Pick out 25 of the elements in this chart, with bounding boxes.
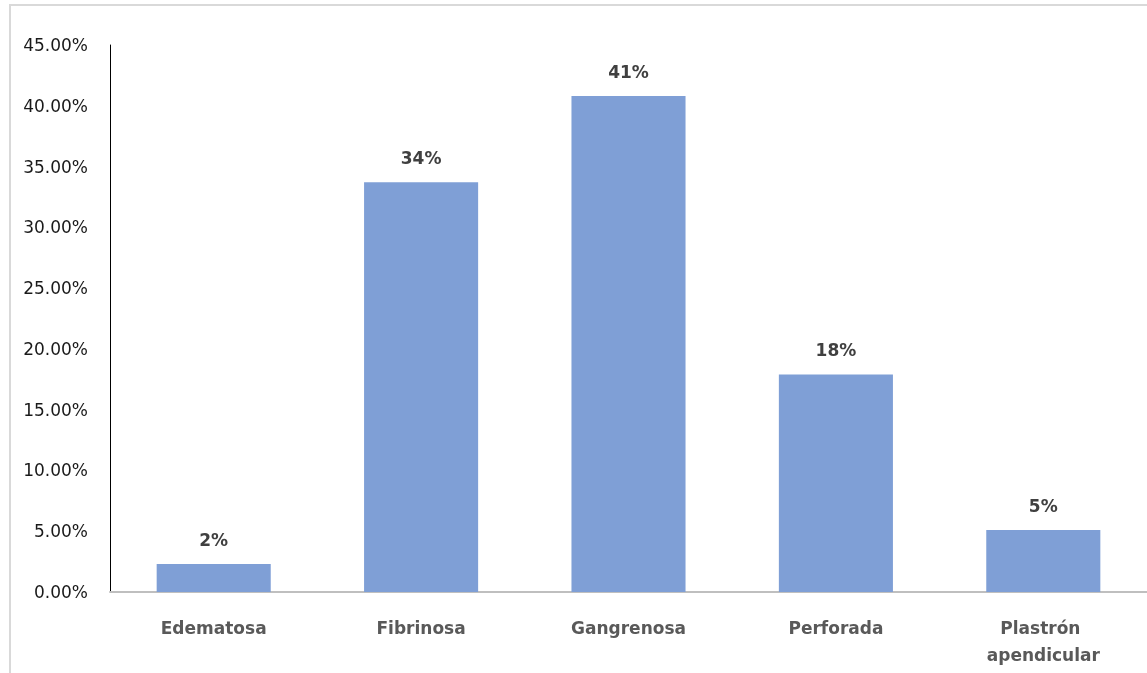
x-tick-label: Fibrinosa (376, 617, 466, 638)
y-tick-label: 40.00% (23, 95, 88, 116)
bar (571, 96, 686, 592)
bar (364, 182, 479, 592)
y-tick-label: 45.00% (23, 35, 88, 55)
x-tick-label: Edematosa (160, 617, 267, 638)
y-tick-label: 0.00% (33, 582, 88, 602)
y-tick-label: 25.00% (23, 278, 88, 299)
y-tick-label: 35.00% (23, 156, 88, 177)
x-tick-label: Plastrón apendicular (986, 617, 1101, 665)
x-tick-label: Gangrenosa (571, 617, 686, 638)
y-tick-label: 15.00% (23, 399, 88, 420)
data-label: 18% (815, 339, 857, 360)
data-label: 41% (608, 61, 649, 82)
y-tick-label: 10.00% (23, 460, 88, 481)
x-tick-label: Perforada (788, 617, 884, 638)
bar (778, 374, 893, 592)
y-tick-label: 30.00% (23, 217, 88, 238)
y-tick-label: 5.00% (33, 521, 88, 542)
bar (986, 530, 1101, 592)
y-tick-label: 20.00% (23, 338, 88, 359)
data-label: 34% (400, 147, 442, 168)
data-label: 2% (199, 529, 229, 550)
data-label: 5% (1028, 495, 1058, 516)
bar (156, 564, 271, 592)
